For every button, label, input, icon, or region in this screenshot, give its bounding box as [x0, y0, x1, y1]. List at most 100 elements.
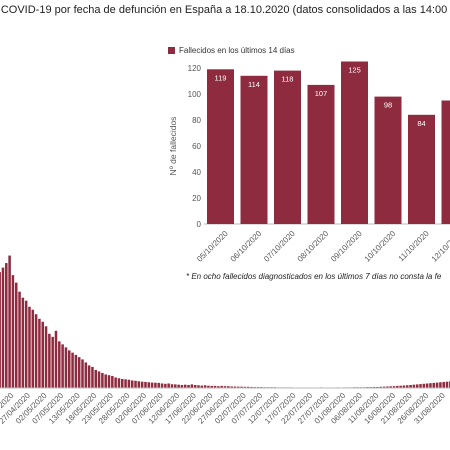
main-bar: [422, 383, 426, 388]
inset-y-axis-label: Nº de fallecidos: [168, 117, 178, 176]
main-bar: [177, 384, 180, 388]
main-bar: [81, 359, 84, 388]
main-bar: [87, 365, 91, 388]
main-bar: [51, 336, 54, 388]
main-bar: [415, 384, 419, 388]
main-bar: [160, 383, 164, 388]
main-bar: [432, 382, 436, 388]
main-bar: [54, 330, 58, 388]
main-bar: [425, 383, 429, 388]
main-bar: [240, 386, 243, 388]
main-bar: [114, 377, 117, 388]
inset-x-tick-label: 05/10/2020: [195, 229, 230, 264]
main-bar: [94, 369, 98, 388]
main-bar: [406, 385, 409, 388]
main-bar: [1, 267, 5, 388]
inset-x-tick-label: 11/10/2020: [397, 229, 432, 264]
main-bar: [130, 380, 134, 388]
inset-legend: Fallecidos en los últimos 14 días: [168, 46, 295, 55]
main-bar: [111, 375, 114, 388]
inset-bar-value: 98: [384, 101, 392, 110]
inset-bar: [240, 75, 268, 224]
inset-bar: [341, 61, 368, 224]
main-bar: [124, 379, 127, 388]
footnote: * En ocho fallecidos diagnosticados en l…: [186, 272, 442, 281]
inset-x-tick-label: 10/10/2020: [363, 229, 398, 264]
legend-swatch: [168, 47, 175, 54]
main-bar: [41, 321, 44, 388]
main-bar: [77, 357, 81, 388]
inset-bar: [441, 100, 450, 224]
main-bar: [38, 318, 41, 388]
inset-x-tick-label: 08/10/2020: [296, 229, 331, 264]
main-bar: [18, 291, 21, 388]
main-bar: [157, 382, 160, 388]
main-bar: [243, 386, 247, 388]
main-bar: [379, 386, 383, 388]
main-bar: [439, 382, 442, 388]
main-bar: [150, 382, 154, 388]
main-bar: [183, 384, 187, 388]
chart-title: or COVID-19 por fecha de defunción en Es…: [0, 4, 450, 16]
inset-y-tick-label: 0: [197, 220, 202, 229]
inset-x-tick-label: 12/10/2020: [430, 229, 450, 264]
main-bar: [180, 384, 184, 388]
inset-bar-value: 125: [348, 66, 361, 75]
main-bar: [197, 385, 200, 388]
main-bar: [5, 263, 8, 388]
main-bar: [230, 386, 233, 388]
main-bar: [402, 385, 406, 388]
inset-bar-value: 84: [417, 119, 425, 128]
main-bar: [144, 381, 147, 388]
main-bar: [207, 385, 210, 388]
main-bar: [28, 306, 31, 388]
main-bar: [190, 384, 194, 388]
main-bar: [71, 352, 74, 388]
main-bar: [64, 347, 68, 388]
main-bar: [91, 366, 94, 388]
inset-bar: [374, 96, 402, 224]
main-bar: [396, 385, 399, 388]
main-bar: [107, 375, 111, 388]
main-bar: [104, 374, 107, 388]
main-bar: [220, 385, 223, 388]
main-bar: [121, 378, 124, 388]
main-bar: [372, 386, 376, 388]
inset-bar: [408, 114, 435, 224]
main-bar: [67, 350, 71, 388]
main-bar: [154, 382, 157, 388]
inset-bar: [207, 69, 234, 224]
main-bar: [392, 386, 396, 388]
main-bar: [213, 385, 217, 388]
inset-y-tick-label: 40: [192, 168, 201, 177]
inset-y-tick-label: 120: [188, 64, 202, 73]
inset-x-tick-label: 09/10/2020: [329, 229, 364, 264]
main-bar: [127, 379, 131, 388]
main-bar: [246, 386, 250, 388]
main-bar: [250, 386, 253, 388]
main-bar: [217, 386, 220, 388]
main-bar: [167, 383, 170, 388]
main-bar: [412, 384, 416, 388]
main-bar: [170, 384, 174, 388]
main-bar: [233, 386, 237, 388]
main-bar: [435, 382, 439, 388]
main-bar: [117, 378, 121, 388]
main-bar: [14, 282, 18, 388]
main-bar: [8, 255, 11, 388]
legend-label: Fallecidos en los últimos 14 días: [179, 46, 295, 55]
main-bar: [227, 386, 230, 388]
main-bar: [24, 300, 28, 388]
main-bar: [0, 272, 1, 388]
inset-bar: [307, 84, 335, 225]
inset-x-tick-label: 06/10/2020: [229, 229, 264, 264]
inset-bar-value: 114: [248, 80, 260, 89]
main-bar: [11, 275, 15, 388]
main-bar: [409, 384, 412, 388]
inset-bar-value: 119: [215, 73, 227, 82]
main-bar: [376, 386, 379, 388]
main-bar: [442, 381, 445, 388]
main-bar: [187, 384, 190, 388]
main-bar: [134, 380, 137, 388]
